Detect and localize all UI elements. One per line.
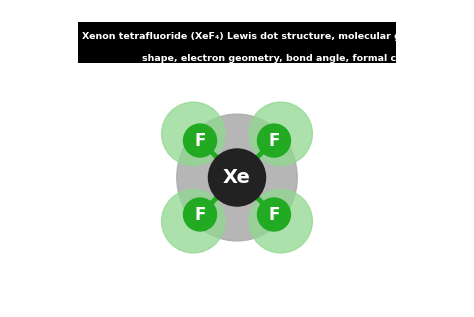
Text: shape, electron geometry, bond angle, formal charge: shape, electron geometry, bond angle, fo…: [142, 54, 427, 63]
Text: F: F: [268, 205, 280, 223]
Text: F: F: [268, 132, 280, 150]
Circle shape: [162, 102, 225, 165]
Circle shape: [257, 198, 291, 231]
Circle shape: [209, 149, 265, 206]
Text: F: F: [194, 132, 206, 150]
Circle shape: [183, 198, 217, 231]
Circle shape: [257, 124, 291, 157]
Circle shape: [249, 190, 312, 253]
Text: Xe: Xe: [223, 168, 251, 187]
Text: Xenon tetrafluoride (XeF₄) Lewis dot structure, molecular geometry or: Xenon tetrafluoride (XeF₄) Lewis dot str…: [82, 32, 460, 41]
Circle shape: [183, 124, 217, 157]
Bar: [79, 22, 395, 63]
Text: F: F: [194, 205, 206, 223]
Circle shape: [162, 190, 225, 253]
Circle shape: [249, 102, 312, 165]
Ellipse shape: [177, 114, 297, 241]
